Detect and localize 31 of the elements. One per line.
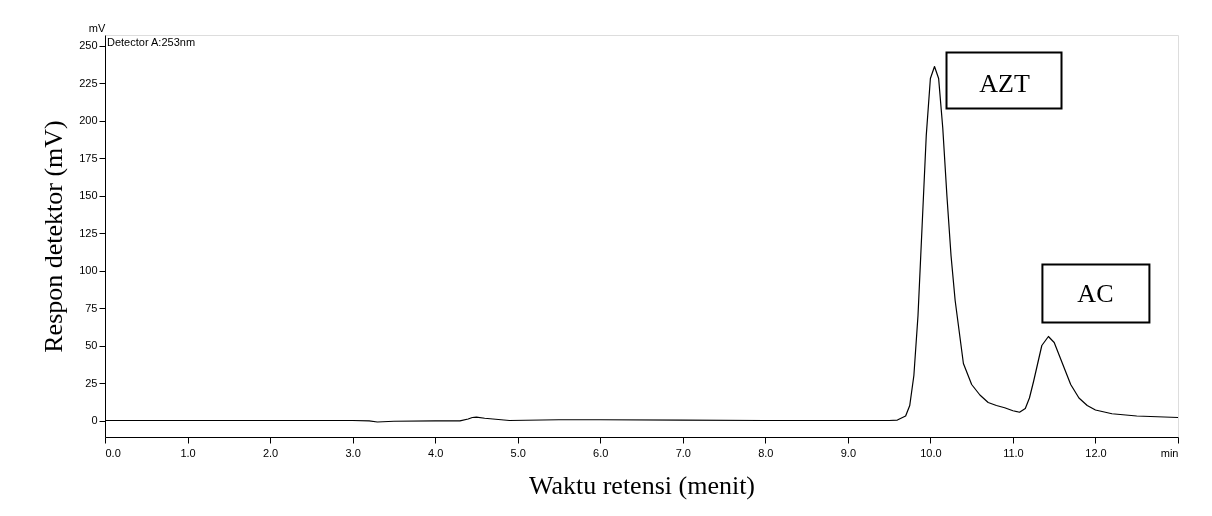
x-tick-label: 12.0 — [1085, 446, 1107, 459]
annotation: AC — [1077, 278, 1114, 308]
y-tick-label: 100 — [79, 264, 98, 276]
y-tick-label: 250 — [79, 39, 98, 51]
x-tick-label: 2.0 — [262, 446, 279, 459]
x-tick-label: 1.0 — [180, 446, 196, 459]
y-tick-label: 0 — [91, 414, 98, 426]
x-tick-label: 9.0 — [840, 446, 856, 459]
x-tick-label: 7.0 — [675, 446, 691, 459]
y-tick-label: 200 — [79, 114, 98, 126]
y-tick-label: 150 — [79, 189, 98, 201]
y-tick-label: 175 — [79, 151, 98, 164]
x-tick-label: 0.0 — [105, 446, 121, 459]
y-tick-label: 225 — [79, 76, 98, 89]
x-tick-label: min — [1160, 446, 1179, 459]
annotation: AZT — [979, 68, 1030, 98]
y-tick-label: 25 — [85, 376, 98, 389]
y-axis-title: Respon detektor (mV) — [39, 120, 69, 353]
y-tick-label: 125 — [79, 226, 98, 239]
x-tick-label: 3.0 — [345, 446, 361, 459]
y-tick-label: 50 — [85, 339, 98, 351]
x-tick-label: 4.0 — [428, 446, 444, 459]
x-tick-label: 8.0 — [758, 446, 774, 459]
x-tick-label: 6.0 — [593, 446, 609, 459]
x-tick-label: 10.0 — [920, 446, 942, 459]
x-axis-title: Waktu retensi (menit) — [528, 470, 756, 500]
x-tick-label: 11.0 — [1003, 446, 1024, 459]
x-tick-label: 5.0 — [510, 446, 526, 459]
y-tick-label: 75 — [85, 301, 98, 314]
annotation: Detector A:253nm — [107, 36, 196, 48]
text: mV — [88, 22, 106, 34]
